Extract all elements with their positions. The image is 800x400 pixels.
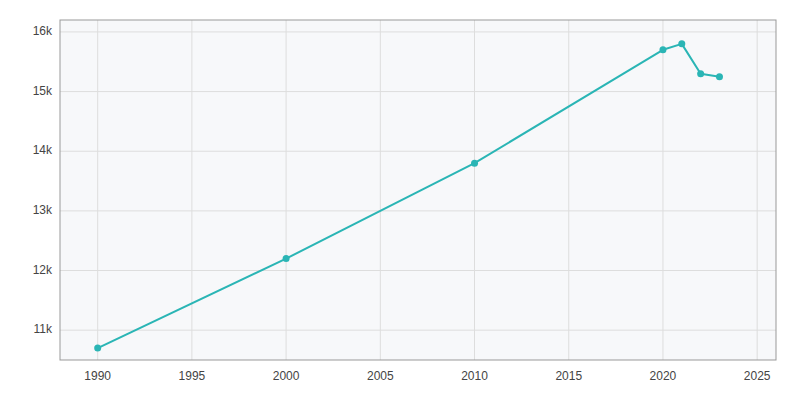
grid-line-x <box>380 20 381 360</box>
grid-line-y <box>60 151 776 152</box>
grid-line-x <box>286 20 287 360</box>
grid-line-x <box>474 20 475 360</box>
y-tick-label: 14k <box>33 143 53 157</box>
grid-line-x <box>191 20 192 360</box>
line <box>98 44 720 348</box>
x-tick-label: 2010 <box>461 369 488 383</box>
grid-line-x <box>662 20 663 360</box>
grid-line-x <box>757 20 758 360</box>
y-tick-label: 15k <box>33 84 53 98</box>
point <box>716 73 723 80</box>
grid-line-x <box>568 20 569 360</box>
grid-line-y <box>60 330 776 331</box>
y-tick-label: 13k <box>33 203 53 217</box>
x-tick-label: 2005 <box>367 369 394 383</box>
axes: 11k 12k 13k 14k 15k 16k 1990 1995 2000 2005 2010 20… <box>33 20 776 383</box>
grid <box>60 20 776 360</box>
x-tick-label: 2015 <box>555 369 582 383</box>
chart-container: 11k 12k 13k 14k 15k 16k 1990 1995 2000 2005 2010 20… <box>0 0 800 400</box>
grid-line-y <box>60 210 776 211</box>
point <box>678 40 685 47</box>
x-tick-label: 1990 <box>84 369 111 383</box>
plot-area <box>60 20 776 360</box>
point <box>697 70 704 77</box>
plot-frame <box>60 20 776 360</box>
point <box>659 46 666 53</box>
series <box>94 40 723 351</box>
y-tick-label: 16k <box>33 24 53 38</box>
grid-line-y <box>60 91 776 92</box>
grid-line-y <box>60 31 776 32</box>
chart: 11k 12k 13k 14k 15k 16k 1990 1995 2000 2005 2010 20… <box>0 0 800 400</box>
x-tick-label: 1995 <box>179 369 206 383</box>
x-tick-label: 2025 <box>744 369 771 383</box>
y-tick-label: 12k <box>33 263 53 277</box>
x-tick-label: 2000 <box>273 369 300 383</box>
x-tick-label: 2020 <box>650 369 677 383</box>
grid-line-y <box>60 270 776 271</box>
page: {"chart_data": {"type": "line", "x": [19… <box>0 0 800 400</box>
y-tick-label: 11k <box>34 322 53 336</box>
point <box>471 160 478 167</box>
point <box>283 255 290 262</box>
point <box>94 345 101 352</box>
grid-line-x <box>97 20 98 360</box>
